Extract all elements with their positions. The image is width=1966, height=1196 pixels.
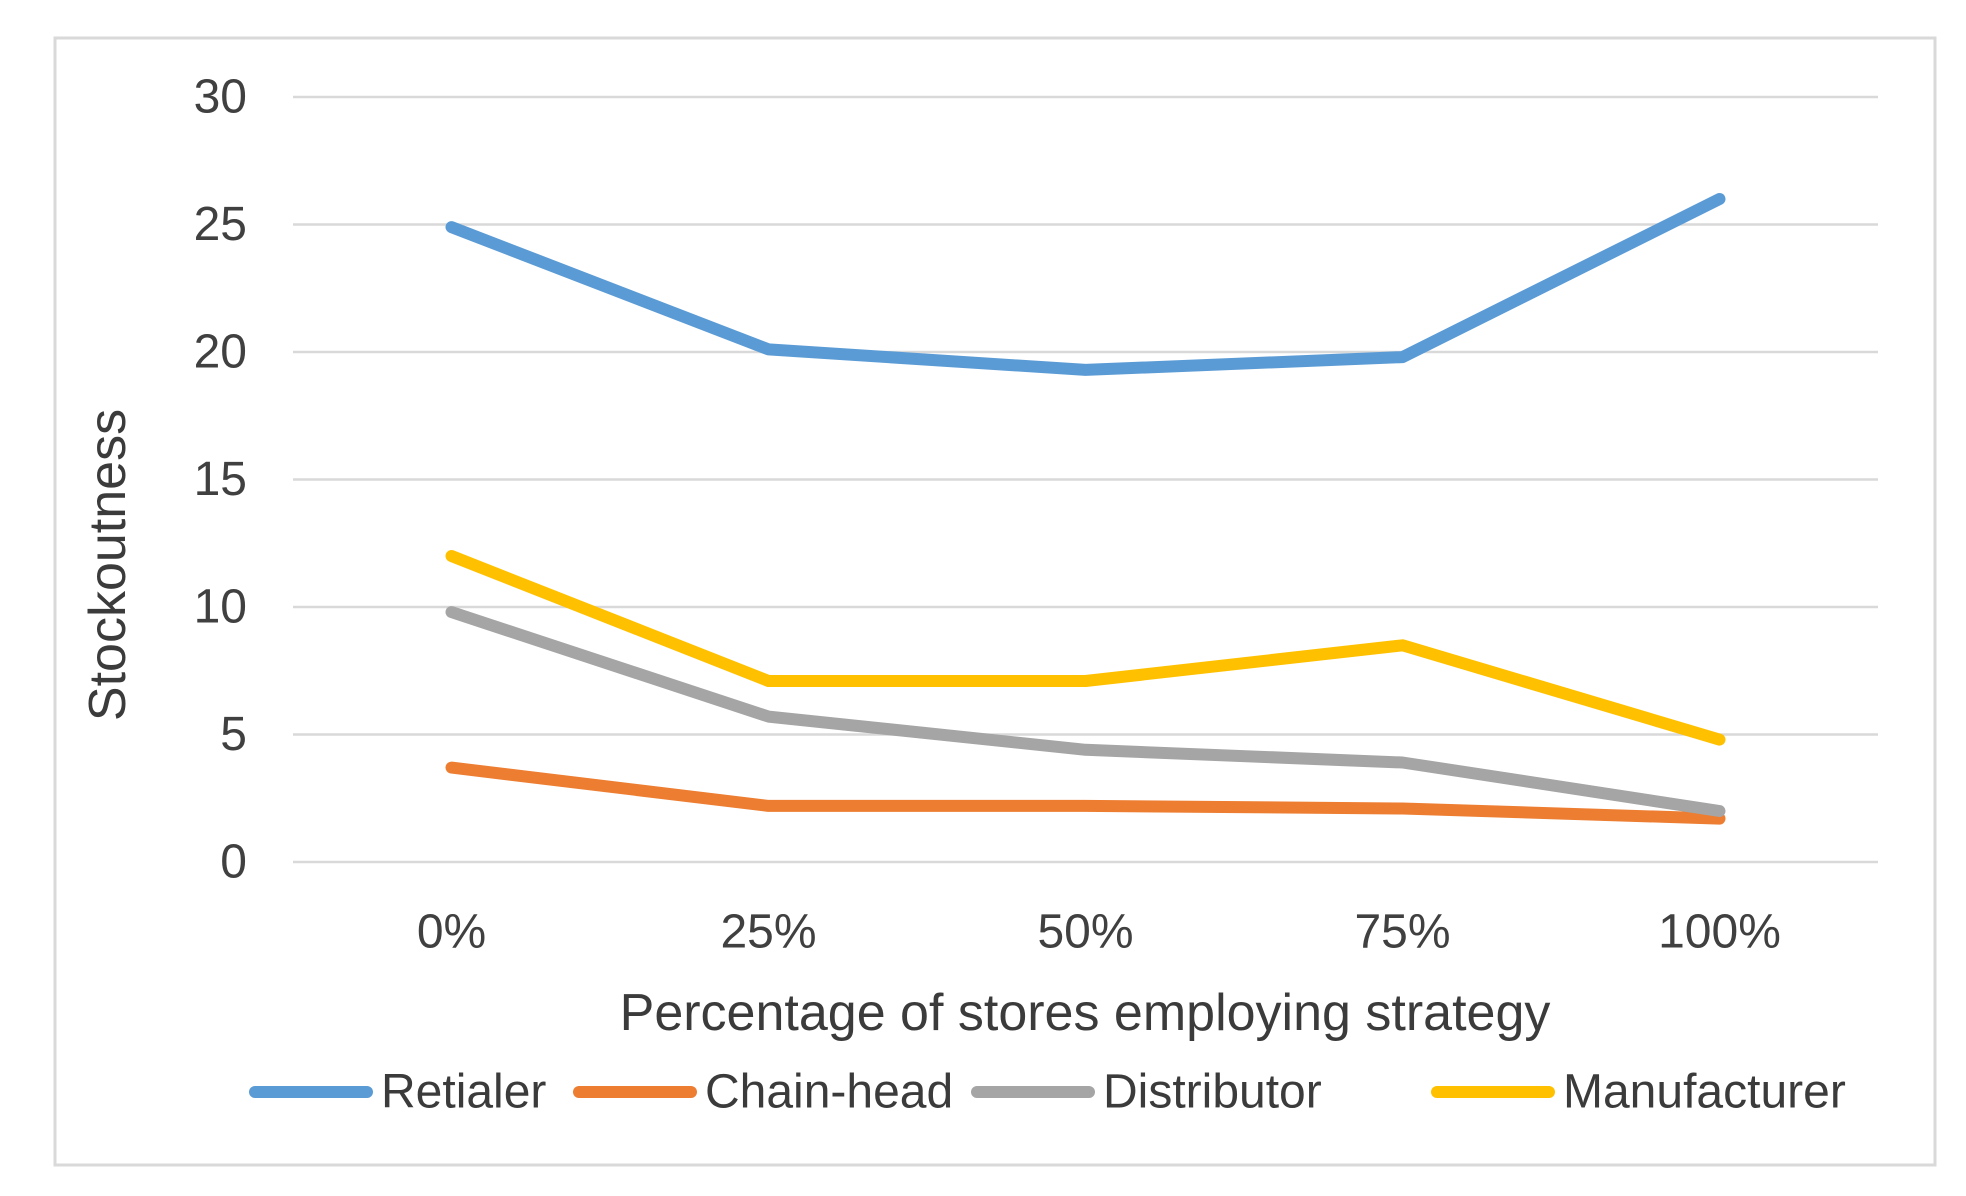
series-line-retialer [445,193,1726,376]
chart-border [53,36,1937,1167]
x-tick-label-25%: 25% [720,906,816,959]
gridlines [293,95,1878,864]
y-axis-tick-labels: 0 5 10 15 20 25 30 [194,71,247,889]
series-line-manufacturer [445,550,1726,746]
legend-item-retialer: Retialer [249,1066,546,1119]
series-line-distributor [445,606,1726,817]
x-tick-label-50%: 50% [1037,906,1133,959]
y-tick-label-30: 30 [194,71,247,124]
legend-label-retialer: Retialer [381,1066,546,1119]
y-tick-label-5: 5 [220,708,247,761]
legend: Retialer Chain-head Distributor Manufacture… [249,1066,1846,1119]
legend-label-chain-head: Chain-head [705,1066,953,1119]
x-axis-title: Percentage of stores employing strategy [620,984,1551,1042]
y-tick-label-10: 10 [194,581,247,634]
x-tick-label-100%: 100% [1658,906,1781,959]
y-tick-label-0: 0 [220,836,247,889]
x-axis-tick-labels: 0% 25% 50% 75% 100% [417,906,1781,959]
legend-item-manufacturer: Manufacturer [1431,1066,1846,1119]
y-tick-label-20: 20 [194,326,247,379]
series-lines [445,193,1726,825]
legend-item-distributor: Distributor [971,1066,1322,1119]
series-line-chain-head [445,761,1726,825]
legend-label-manufacturer: Manufacturer [1563,1066,1846,1119]
x-tick-label-75%: 75% [1354,906,1450,959]
x-tick-label-0%: 0% [417,906,486,959]
legend-label-distributor: Distributor [1103,1066,1322,1119]
y-tick-label-25: 25 [194,198,247,251]
y-axis-title: Stockoutness [79,409,137,721]
legend-item-chain-head: Chain-head [573,1066,953,1119]
y-tick-label-15: 15 [194,453,247,506]
